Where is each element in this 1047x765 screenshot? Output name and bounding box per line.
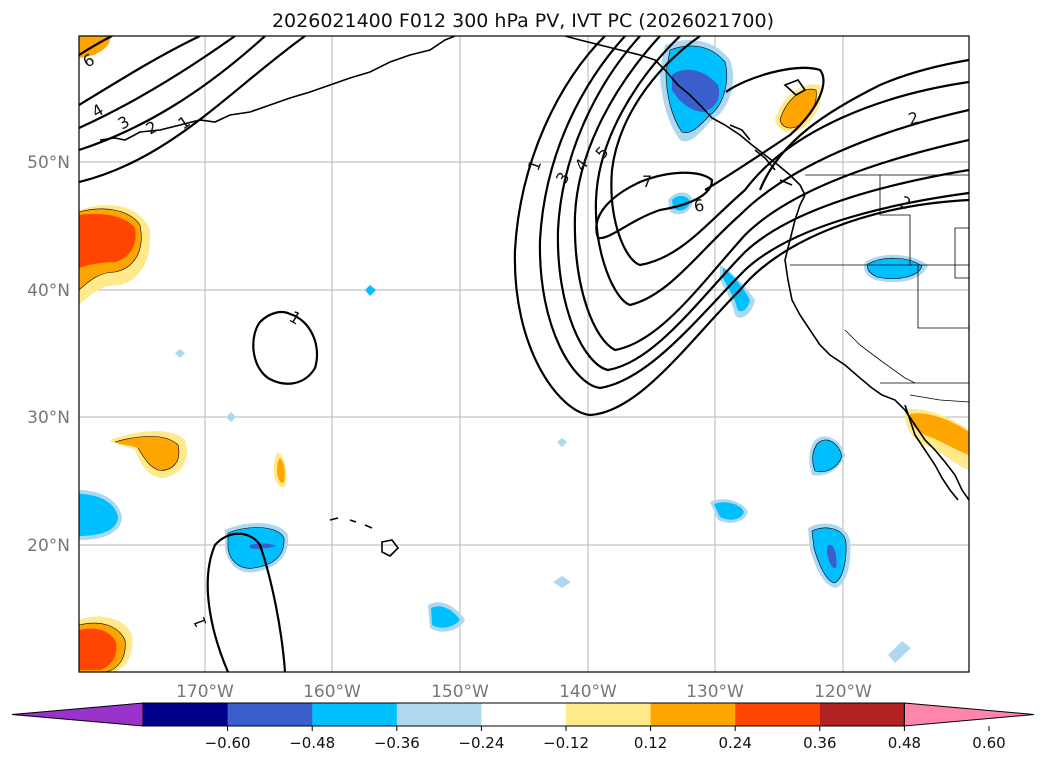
colorbar-segment xyxy=(396,703,482,726)
colorbar-segment xyxy=(312,703,398,726)
lon-label-140w: 140°W xyxy=(559,682,617,702)
ivt-blob-baja-core xyxy=(909,413,969,455)
aleutian-islands xyxy=(99,36,456,141)
pv-contour-trough-1 xyxy=(513,36,969,417)
colorbar: −0.60 −0.48 −0.36 −0.24 −0.12 0.12 0.24 0.36 0.4… xyxy=(11,702,1035,752)
ivt-blob-west-north-max xyxy=(79,213,136,268)
colorbar-segment xyxy=(227,703,313,726)
colorbar-extend-min xyxy=(11,702,144,727)
coastlines xyxy=(99,36,969,557)
colorbar-tick-label: 0.48 xyxy=(888,734,921,752)
pv-contours xyxy=(79,36,969,672)
colorbar-tick-label: −0.36 xyxy=(374,734,420,752)
pv-contour-sw-1 xyxy=(206,532,287,672)
colorbar-extend-max xyxy=(903,702,1035,727)
colorbar-tick-label: 0.12 xyxy=(634,734,667,752)
pv-contour-closed-1 xyxy=(252,311,319,385)
baja-california xyxy=(904,404,959,501)
longitude-labels: 170°W 160°W 150°W 140°W 130°W 120°W xyxy=(176,682,872,702)
pv-contour-nw-6 xyxy=(79,36,113,56)
lon-label-150w: 150°W xyxy=(431,682,489,702)
lon-label-130w: 130°W xyxy=(686,682,744,702)
pv-contour-trough-4 xyxy=(573,36,969,352)
lon-label-120w: 120°W xyxy=(814,682,872,702)
lat-label-30n: 30°N xyxy=(27,408,70,428)
ivt-neg-small-142w-28n xyxy=(557,438,567,447)
colorbar-frame xyxy=(142,702,905,727)
ivt-neg-small-142w-17n xyxy=(553,576,571,588)
alaska-coast xyxy=(564,36,806,196)
colorbar-tick-label: −0.24 xyxy=(458,734,504,752)
figure-title: 2026021400 F012 300 hPa PV, IVT PC (2026… xyxy=(272,10,774,32)
ivt-neg-150w-15n-core xyxy=(431,606,460,628)
ivt-neg-small-172w-35n xyxy=(175,349,185,358)
pv-contour-ridge-inner xyxy=(704,66,825,191)
contour-label: 7 xyxy=(642,172,652,191)
pv-contour-nw-2 xyxy=(79,36,266,152)
pv-contour-trough-5 xyxy=(594,36,969,307)
colorbar-segment xyxy=(143,703,229,726)
pv-contour-trough-3 xyxy=(556,36,969,372)
ivt-blob-bc-coast-core xyxy=(780,89,817,128)
colorbar-segment xyxy=(481,703,567,726)
ivt-neg-165w-20n-max xyxy=(250,543,276,549)
colorbar-tick-label: 0.36 xyxy=(803,734,836,752)
political-borders xyxy=(790,174,969,403)
contour-label: 6 xyxy=(692,195,705,215)
colorbar-segment xyxy=(819,703,905,726)
colorbar-segment xyxy=(566,703,652,726)
ivt-neg-129w-22n-core xyxy=(714,502,744,520)
bc-islands xyxy=(729,124,793,186)
ivt-negative-shading xyxy=(79,40,928,663)
pv-contour-nw-4 xyxy=(79,36,201,106)
colorbar-tick-label: −0.48 xyxy=(289,734,335,752)
ivt-positive-shading xyxy=(79,36,969,672)
island-gulf xyxy=(783,79,807,96)
colorbar-tick-label: −0.12 xyxy=(543,734,589,752)
hawaii-islands xyxy=(329,517,400,557)
lat-label-40n: 40°N xyxy=(27,281,70,301)
ivt-neg-small-115w-12n xyxy=(888,641,911,663)
ivt-neg-121w-19n-max xyxy=(827,544,837,569)
map-frame xyxy=(78,35,970,673)
pv-contour-trough-2 xyxy=(538,36,969,390)
colorbar-segment xyxy=(735,703,821,726)
contour-label: 2 xyxy=(906,108,921,129)
ivt-blob-163w-26n-core xyxy=(277,458,285,483)
pv-contour-trough-6 xyxy=(610,36,969,267)
pv-contour-ridge xyxy=(758,58,969,191)
ivt-neg-122w-27n-core xyxy=(812,440,842,472)
lat-label-20n: 20°N xyxy=(27,536,70,556)
colorbar-tick-label: 0.60 xyxy=(972,734,1005,752)
lon-label-170w: 170°W xyxy=(176,682,234,702)
ivt-neg-west-edge-core xyxy=(79,494,118,536)
colorbar-segment xyxy=(650,703,736,726)
ivt-neg-small-168w-30n xyxy=(226,412,236,422)
lat-label-50n: 50°N xyxy=(27,153,70,173)
ivt-neg-small-157w-40n xyxy=(365,285,376,296)
lon-label-160w: 160°W xyxy=(303,682,361,702)
colorbar-tick-label: −0.60 xyxy=(205,734,251,752)
ivt-neg-128w-39n-core xyxy=(723,268,750,312)
ivt-thin-outlines xyxy=(79,45,923,672)
north-america-west-coast xyxy=(784,194,969,501)
ivt-neg-116w-42n-core xyxy=(867,258,922,279)
colorbar-tick-label: 0.24 xyxy=(718,734,751,752)
ivt-blob-west-sw-max xyxy=(79,628,117,670)
ivt-neg-alaska-gulf-max xyxy=(672,69,720,112)
pv-contour-nw-3 xyxy=(79,36,236,130)
pv-contour-closed-7 xyxy=(595,171,714,240)
ivt-blob-167w-28n-core xyxy=(115,436,179,471)
latitude-labels: 50°N 40°N 30°N 20°N xyxy=(27,153,70,556)
